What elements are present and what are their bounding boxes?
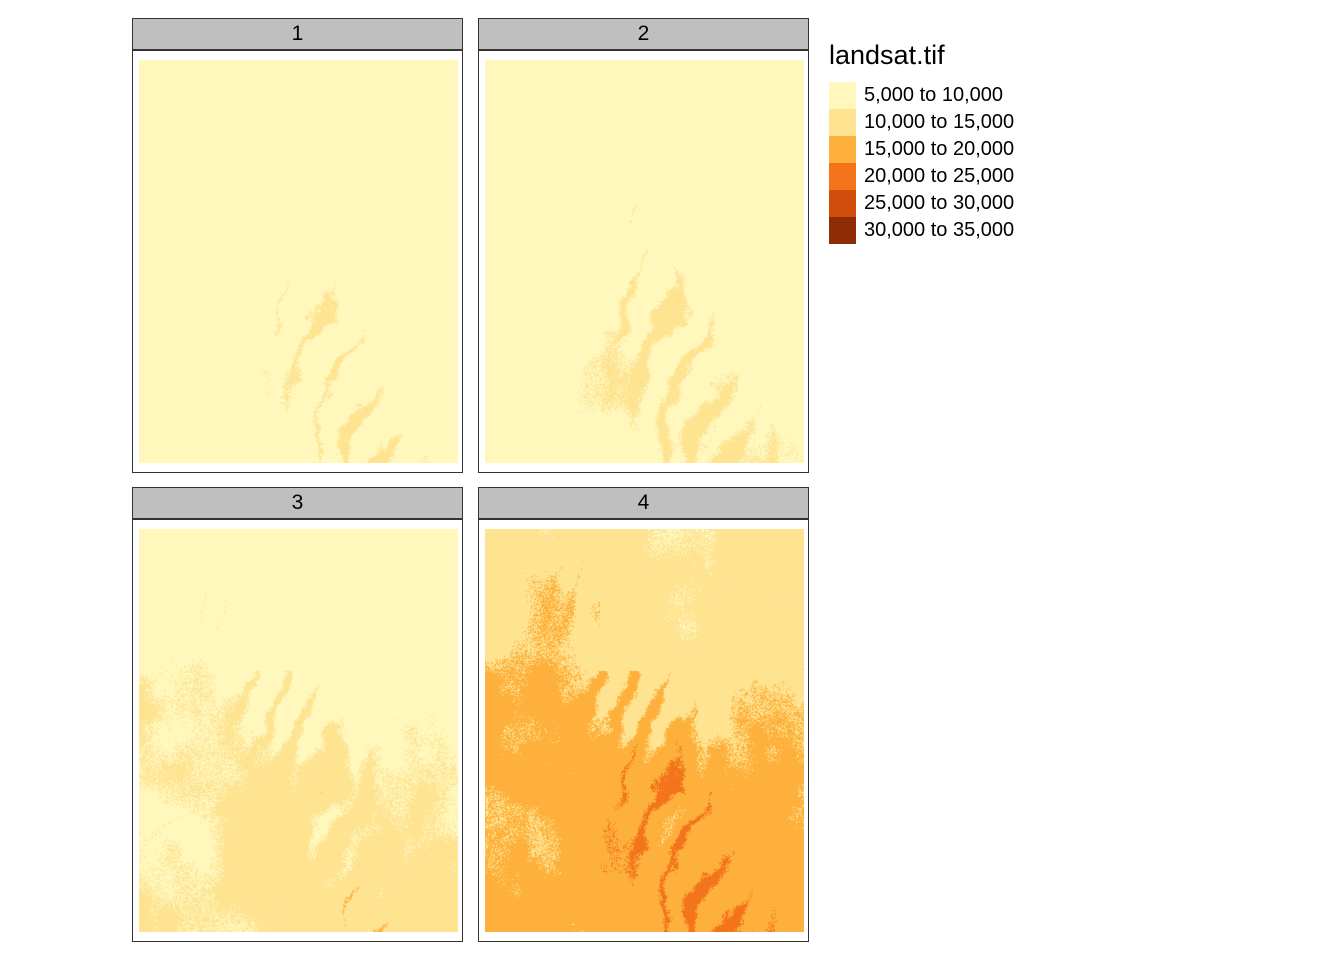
legend-item: 20,000 to 25,000 <box>829 163 1014 190</box>
legend-label: 30,000 to 35,000 <box>864 219 1015 241</box>
legend-item: 25,000 to 30,000 <box>829 190 1014 217</box>
facet-panel-3: 3 <box>132 487 463 942</box>
facet-panel-4: 4 <box>478 487 809 942</box>
facet-label-1: 1 <box>132 18 463 50</box>
facet-frame-1 <box>132 50 463 473</box>
map-legend: landsat.tif 5,000 to 10,000 10,000 to 15… <box>829 38 1014 244</box>
legend-label: 15,000 to 20,000 <box>864 138 1015 160</box>
facet-label-3: 3 <box>132 487 463 519</box>
raster-map-band-4 <box>485 529 804 932</box>
legend-item: 15,000 to 20,000 <box>829 136 1014 163</box>
facet-label-2: 2 <box>478 18 809 50</box>
legend-item: 5,000 to 10,000 <box>829 82 1003 109</box>
facet-panel-2: 2 <box>478 18 809 473</box>
legend-label: 5,000 to 10,000 <box>864 84 1004 106</box>
legend-label: 10,000 to 15,000 <box>864 111 1015 133</box>
raster-map-band-3 <box>139 529 458 932</box>
facet-frame-4 <box>478 519 809 942</box>
legend-swatch <box>829 82 856 109</box>
facet-label-4: 4 <box>478 487 809 519</box>
legend-swatch <box>829 163 856 190</box>
legend-label: 20,000 to 25,000 <box>864 165 1015 187</box>
legend-swatch <box>829 109 856 136</box>
legend-swatch <box>829 190 856 217</box>
facet-panel-1: 1 <box>132 18 463 473</box>
raster-map-band-1 <box>139 60 458 463</box>
legend-title: landsat.tif <box>829 40 945 70</box>
legend-swatch <box>829 217 856 244</box>
legend-item: 10,000 to 15,000 <box>829 109 1014 136</box>
legend-label: 25,000 to 30,000 <box>864 192 1015 214</box>
facet-frame-2 <box>478 50 809 473</box>
facet-frame-3 <box>132 519 463 942</box>
legend-item: 30,000 to 35,000 <box>829 217 1014 244</box>
raster-map-band-2 <box>485 60 804 463</box>
legend-swatch <box>829 136 856 163</box>
